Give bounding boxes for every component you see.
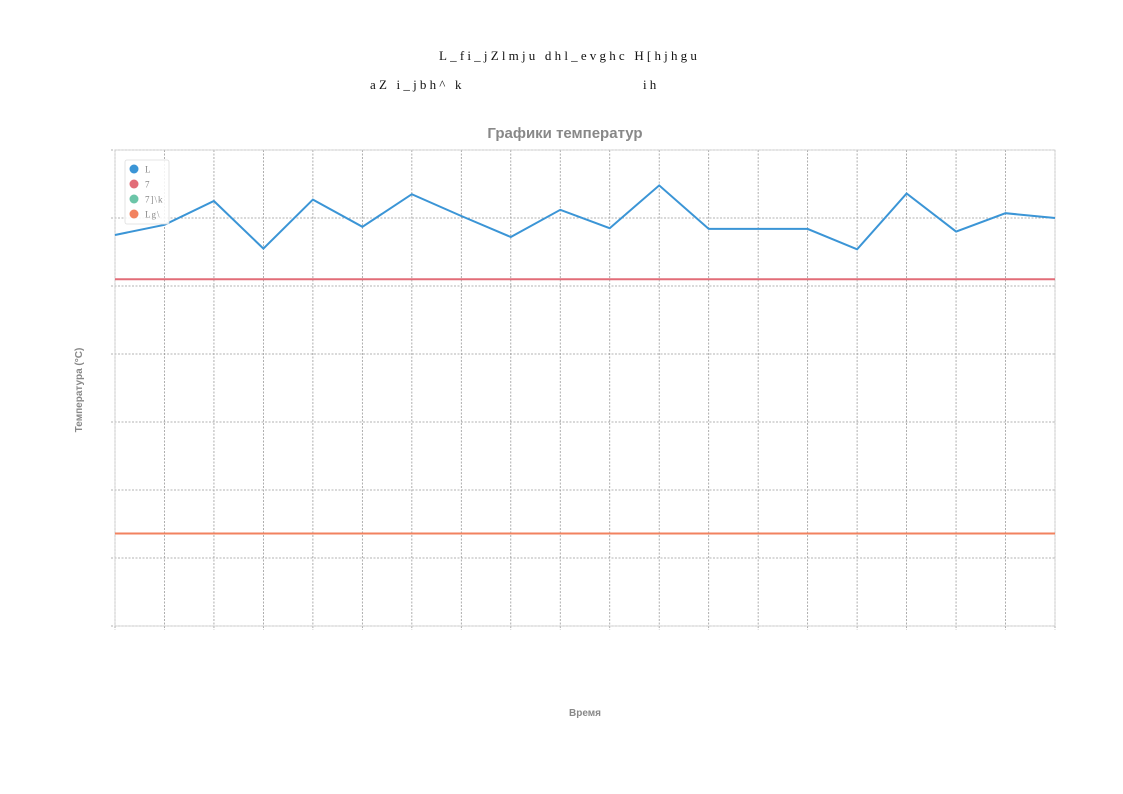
legend-marker-1 — [129, 179, 139, 189]
legend-marker-0 — [129, 164, 139, 174]
legend-label-0: L — [145, 165, 152, 175]
chart-series — [114, 184, 1056, 535]
header-line-2-right: ih — [643, 77, 660, 92]
legend-box — [124, 159, 170, 225]
header-line-2-left: aZ i_jbh^ k — [370, 77, 465, 92]
legend-marker-2 — [129, 194, 139, 204]
header-line-1: L_fi_jZlmju dhl_evghc H[hjhgu — [439, 48, 701, 63]
legend-label-3: Lg\ — [145, 210, 161, 220]
plot-border — [114, 149, 1056, 627]
chart-grid — [111, 149, 1056, 630]
legend-marker-3 — [129, 209, 139, 219]
x-axis-label: Время — [569, 708, 601, 719]
y-axis-label: Температура (°C) — [74, 348, 85, 433]
legend-label-1: 7 — [145, 180, 151, 190]
legend-label-2: 7]\k — [145, 195, 164, 205]
chart-title: Графики температур — [487, 125, 642, 142]
series-line-0 — [114, 184, 1056, 251]
chart-legend: L 7 7]\k Lg\ — [124, 159, 170, 225]
